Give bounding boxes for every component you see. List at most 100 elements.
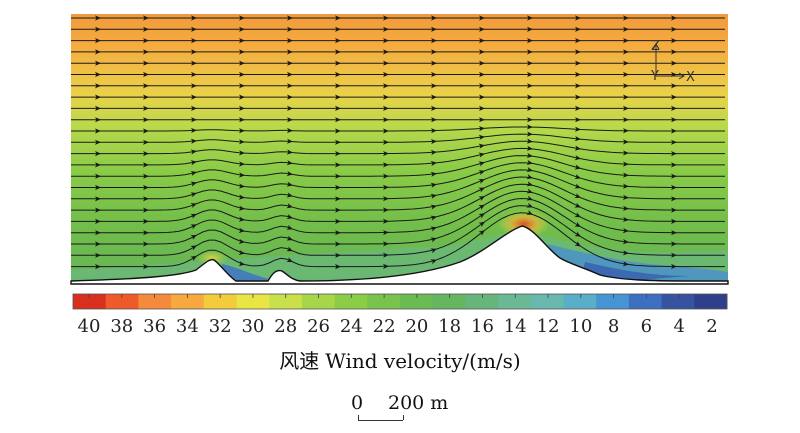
streamline-arrow — [478, 134, 485, 140]
streamline-arrow — [575, 117, 581, 123]
colorbar-tick-label: 32 — [208, 316, 232, 337]
streamline-arrow — [95, 83, 101, 89]
streamline-arrow — [623, 94, 629, 100]
streamline-arrow — [526, 159, 533, 165]
colorbar-segment — [367, 294, 401, 309]
streamline-arrow — [239, 60, 245, 66]
streamline-arrow — [239, 26, 245, 32]
streamline-arrow — [382, 162, 389, 168]
streamline-arrow — [527, 117, 533, 123]
streamline-arrow — [286, 160, 293, 166]
streamline-arrow — [191, 71, 197, 78]
streamline-arrow — [335, 162, 341, 168]
streamline-arrow — [382, 139, 389, 145]
streamline-arrow — [622, 183, 629, 189]
colorbar-segment — [530, 294, 564, 309]
streamline-arrow — [239, 71, 245, 78]
streamline-arrow — [478, 187, 485, 193]
streamline-arrow — [286, 149, 293, 155]
streamline-arrow — [286, 257, 293, 263]
streamline-arrow — [527, 38, 533, 44]
streamline-arrow — [382, 150, 389, 157]
streamline-arrow — [143, 83, 149, 89]
streamline-arrow — [526, 131, 533, 137]
streamline-arrow — [623, 83, 629, 89]
streamline-arrow — [623, 38, 629, 44]
velocity-field — [71, 14, 728, 284]
colorbar-segment — [105, 294, 139, 309]
streamline-arrow — [671, 139, 677, 145]
colorbar-tick-label: 26 — [307, 316, 330, 337]
streamline-arrow — [575, 105, 581, 111]
streamline-arrow — [190, 245, 197, 251]
streamline-arrow — [335, 218, 341, 224]
streamline-arrow — [575, 15, 581, 21]
streamline-arrow — [238, 260, 245, 267]
streamline-arrow — [142, 264, 149, 270]
streamline-arrow — [382, 218, 389, 224]
streamline-arrow — [430, 149, 437, 156]
streamline — [71, 197, 725, 245]
streamline-arrow — [190, 192, 197, 198]
streamline-arrow — [190, 234, 197, 240]
streamline-arrow — [382, 207, 389, 213]
colorbar-tick-label: 36 — [143, 316, 167, 337]
streamline-arrow — [95, 26, 101, 32]
streamline-arrow — [574, 231, 581, 237]
streamline-arrow — [479, 94, 485, 100]
streamline-arrow — [142, 252, 149, 258]
colorbar-tick-label: 24 — [339, 316, 363, 337]
streamline-arrow — [478, 152, 485, 158]
streamline — [71, 183, 725, 222]
streamline-arrow — [287, 38, 293, 44]
streamline-arrow — [670, 162, 677, 168]
streamline-arrow — [191, 49, 197, 55]
streamline-arrow — [383, 15, 389, 21]
streamline-arrow — [430, 128, 437, 134]
colorbar-tick-label: 34 — [175, 316, 199, 337]
streamline-arrow — [335, 128, 341, 134]
streamline-arrow — [142, 207, 149, 213]
streamline-arrow — [478, 161, 485, 167]
streamline-arrow — [526, 188, 533, 194]
colorbar-tick-label: 20 — [405, 316, 429, 337]
streamline-arrow — [622, 250, 629, 256]
small-hill-speedup — [196, 250, 228, 266]
streamline — [71, 176, 725, 211]
streamline-arrow — [431, 60, 437, 66]
colorbar-segment — [269, 294, 303, 309]
colorbar-segment — [236, 294, 270, 309]
colorbar-segment — [301, 294, 336, 309]
streamline-arrow — [335, 241, 341, 247]
streamline-arrow — [623, 105, 629, 111]
scale-bar-line — [358, 415, 404, 421]
streamline-arrow — [95, 218, 101, 224]
streamline-arrow — [287, 15, 293, 21]
streamline-arrow — [526, 174, 533, 180]
streamline-arrow — [574, 183, 581, 189]
streamline — [71, 140, 725, 155]
streamline-arrow — [574, 164, 581, 170]
streamline-arrow — [190, 255, 197, 262]
streamline-arrow — [478, 143, 485, 149]
streamline-arrow — [431, 26, 437, 32]
streamline-arrow — [238, 139, 245, 145]
streamline-arrow — [527, 60, 533, 66]
colorbar-tick-label: 18 — [438, 316, 462, 337]
streamline-arrow — [95, 241, 101, 247]
colorbar-segment — [203, 294, 237, 309]
streamline-arrow — [335, 184, 341, 191]
colorbar-frame — [72, 293, 728, 310]
streamline-arrow — [430, 226, 437, 232]
streamline-arrow — [95, 60, 101, 66]
streamline-arrow — [622, 194, 629, 200]
colorbar-segment — [432, 294, 466, 309]
scale-bar-start: 0 — [351, 392, 364, 414]
streamline-arrow — [143, 105, 149, 111]
streamlines — [71, 17, 725, 268]
streamline-arrow — [622, 161, 629, 167]
streamline-arrow — [286, 170, 293, 177]
streamline-arrow — [191, 15, 197, 21]
streamline-arrow — [430, 193, 437, 199]
streamline-arrow — [527, 26, 533, 32]
